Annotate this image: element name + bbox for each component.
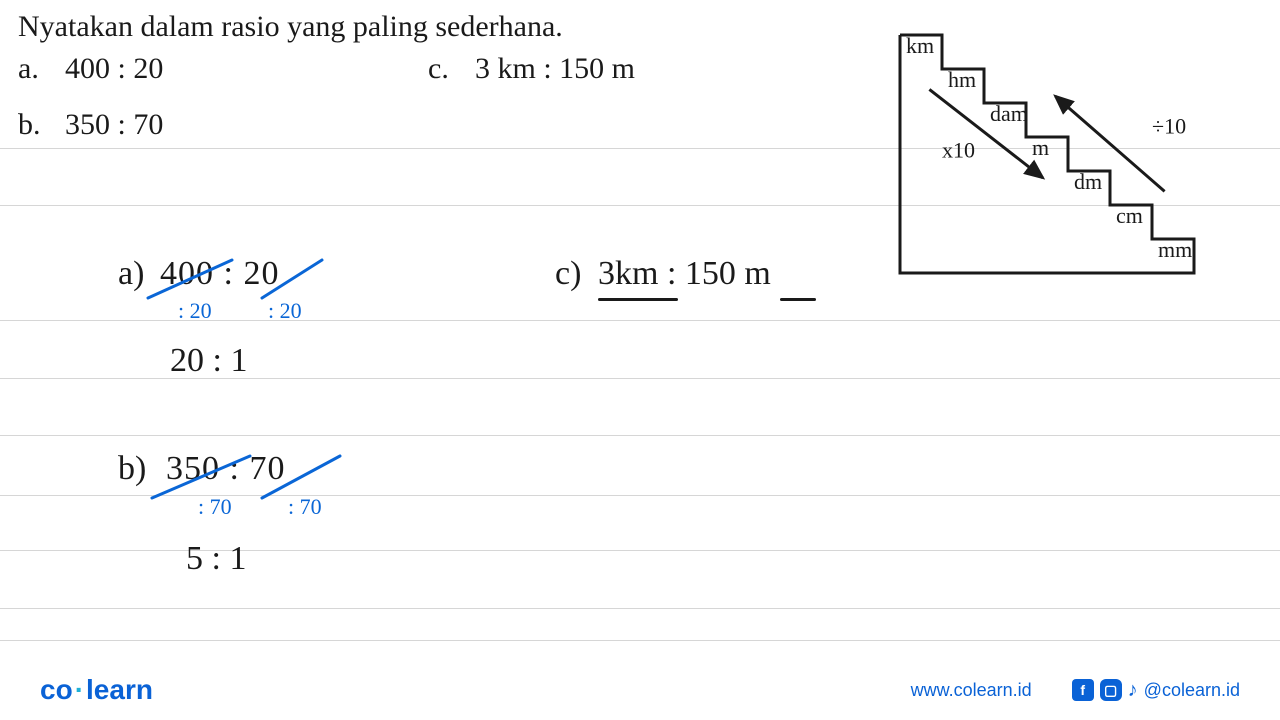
svg-text:hm: hm <box>948 67 976 92</box>
logo-learn: learn <box>86 674 153 705</box>
facebook-icon[interactable]: f <box>1072 679 1094 701</box>
logo-dot: · <box>75 674 84 705</box>
svg-text:÷10: ÷10 <box>1152 114 1186 139</box>
svg-text:dam: dam <box>990 101 1028 126</box>
logo-co: co <box>40 674 73 705</box>
footer-url[interactable]: www.colearn.id <box>911 680 1032 701</box>
svg-text:x10: x10 <box>942 137 975 162</box>
unit-staircase-diagram: kmhmdammdmcmmm x10 ÷10 <box>870 25 1250 295</box>
footer: co·learn www.colearn.id f ▢ ♪ @colearn.i… <box>0 660 1280 720</box>
social-handle[interactable]: @colearn.id <box>1144 680 1240 701</box>
svg-text:m: m <box>1032 135 1049 160</box>
brand-logo: co·learn <box>40 674 153 706</box>
svg-text:cm: cm <box>1116 203 1143 228</box>
instagram-icon[interactable]: ▢ <box>1100 679 1122 701</box>
tiktok-icon[interactable]: ♪ <box>1128 679 1138 702</box>
svg-text:km: km <box>906 33 934 58</box>
social-links: f ▢ ♪ @colearn.id <box>1072 679 1240 702</box>
svg-text:mm: mm <box>1158 237 1192 262</box>
svg-text:dm: dm <box>1074 169 1102 194</box>
